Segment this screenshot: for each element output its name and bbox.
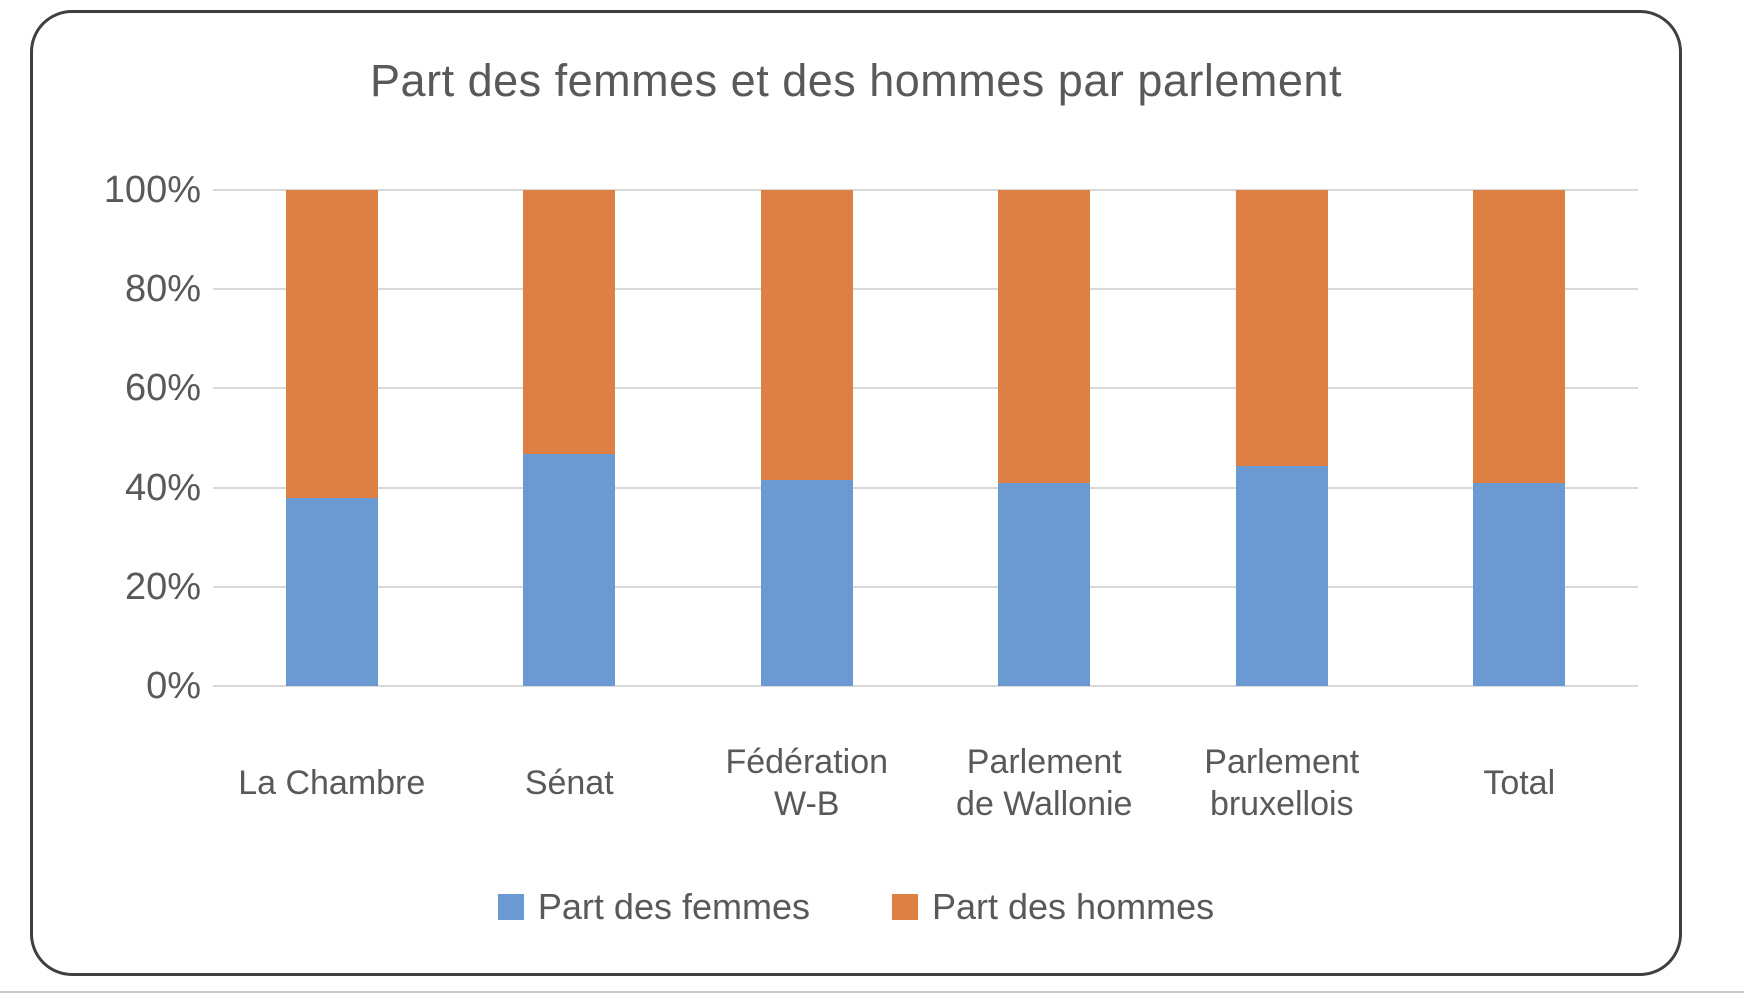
x-axis-label-line: Parlement xyxy=(966,743,1122,781)
x-axis-label: Parlement bruxellois xyxy=(1163,728,1401,838)
bar-slot xyxy=(1163,190,1401,686)
x-axis-label-line: Sénat xyxy=(524,764,614,802)
chart-frame: Part des femmes et des hommes par parlem… xyxy=(30,10,1682,976)
bars xyxy=(213,190,1638,686)
x-axis-label-line: Total xyxy=(1483,764,1556,802)
bar-segment-femmes xyxy=(998,482,1091,686)
bar-segment-femmes xyxy=(1235,465,1328,686)
bar-segment-hommes xyxy=(998,190,1091,483)
x-axis-label-line: bruxellois xyxy=(1209,785,1354,823)
legend-swatch xyxy=(891,894,918,920)
gridline-80% xyxy=(213,288,1638,291)
y-tick-label: 0% xyxy=(146,665,201,707)
stacked-bar xyxy=(998,190,1091,686)
bar-slot xyxy=(213,190,451,686)
legend-swatch xyxy=(497,894,524,920)
gridline-0% xyxy=(213,685,1638,687)
bar-segment-femmes xyxy=(285,497,378,686)
chart-title: Part des femmes et des hommes par parlem… xyxy=(370,55,1342,106)
bar-slot xyxy=(1401,190,1639,686)
bar-slot xyxy=(688,190,926,686)
bar-slot xyxy=(926,190,1164,686)
gridline-20% xyxy=(213,585,1638,588)
bar-segment-femmes xyxy=(523,454,616,686)
stacked-bar xyxy=(1235,190,1328,686)
y-axis: 100% 80% 60% 40% 20% 0% xyxy=(33,169,201,707)
y-tick-label: 100% xyxy=(103,169,201,211)
bar-segment-hommes xyxy=(523,190,616,455)
stacked-bar xyxy=(285,190,378,686)
x-axis-label: Sénat xyxy=(451,728,689,838)
legend: Part des femmes Part des hommes xyxy=(33,881,1679,933)
legend-item: Part des femmes xyxy=(497,886,810,928)
stacked-bar xyxy=(523,190,616,686)
gridline-100% xyxy=(213,189,1638,191)
plot-area xyxy=(213,189,1638,687)
stacked-bar xyxy=(760,190,853,686)
bar-segment-hommes xyxy=(285,190,378,498)
x-axis-labels: La Chambre Sénat Fédération W-B Parlement de … xyxy=(213,728,1638,838)
stacked-bar xyxy=(1473,190,1566,686)
legend-label: Part des femmes xyxy=(537,886,810,927)
page-bottom-edge xyxy=(0,991,1744,993)
x-axis-label: La Chambre xyxy=(213,728,451,838)
y-tick-label: 20% xyxy=(124,565,201,608)
bar-segment-hommes xyxy=(1235,190,1328,466)
x-axis-label: Parlement de Wallonie xyxy=(926,728,1164,838)
bar-segment-femmes xyxy=(1473,482,1566,686)
x-axis-label-line: Parlement xyxy=(1204,743,1360,781)
x-axis-label: Total xyxy=(1401,728,1639,838)
bar-segment-hommes xyxy=(1473,190,1566,483)
gridline-60% xyxy=(213,387,1638,390)
bar-slot xyxy=(451,190,689,686)
x-axis-label-line: Fédération xyxy=(725,743,889,781)
x-axis-label: Fédération W-B xyxy=(688,728,926,838)
bar-segment-hommes xyxy=(760,190,853,481)
gridline-40% xyxy=(213,486,1638,489)
x-axis-label-line: W-B xyxy=(774,785,840,823)
legend-label: Part des hommes xyxy=(931,886,1215,927)
legend-item: Part des hommes xyxy=(891,886,1215,928)
x-axis-label-line: de Wallonie xyxy=(956,785,1133,823)
y-tick-label: 80% xyxy=(124,268,201,311)
bar-segment-femmes xyxy=(760,480,853,686)
y-tick-label: 40% xyxy=(124,466,201,509)
x-axis-label-line: La Chambre xyxy=(238,764,426,802)
y-tick-label: 60% xyxy=(124,367,201,410)
